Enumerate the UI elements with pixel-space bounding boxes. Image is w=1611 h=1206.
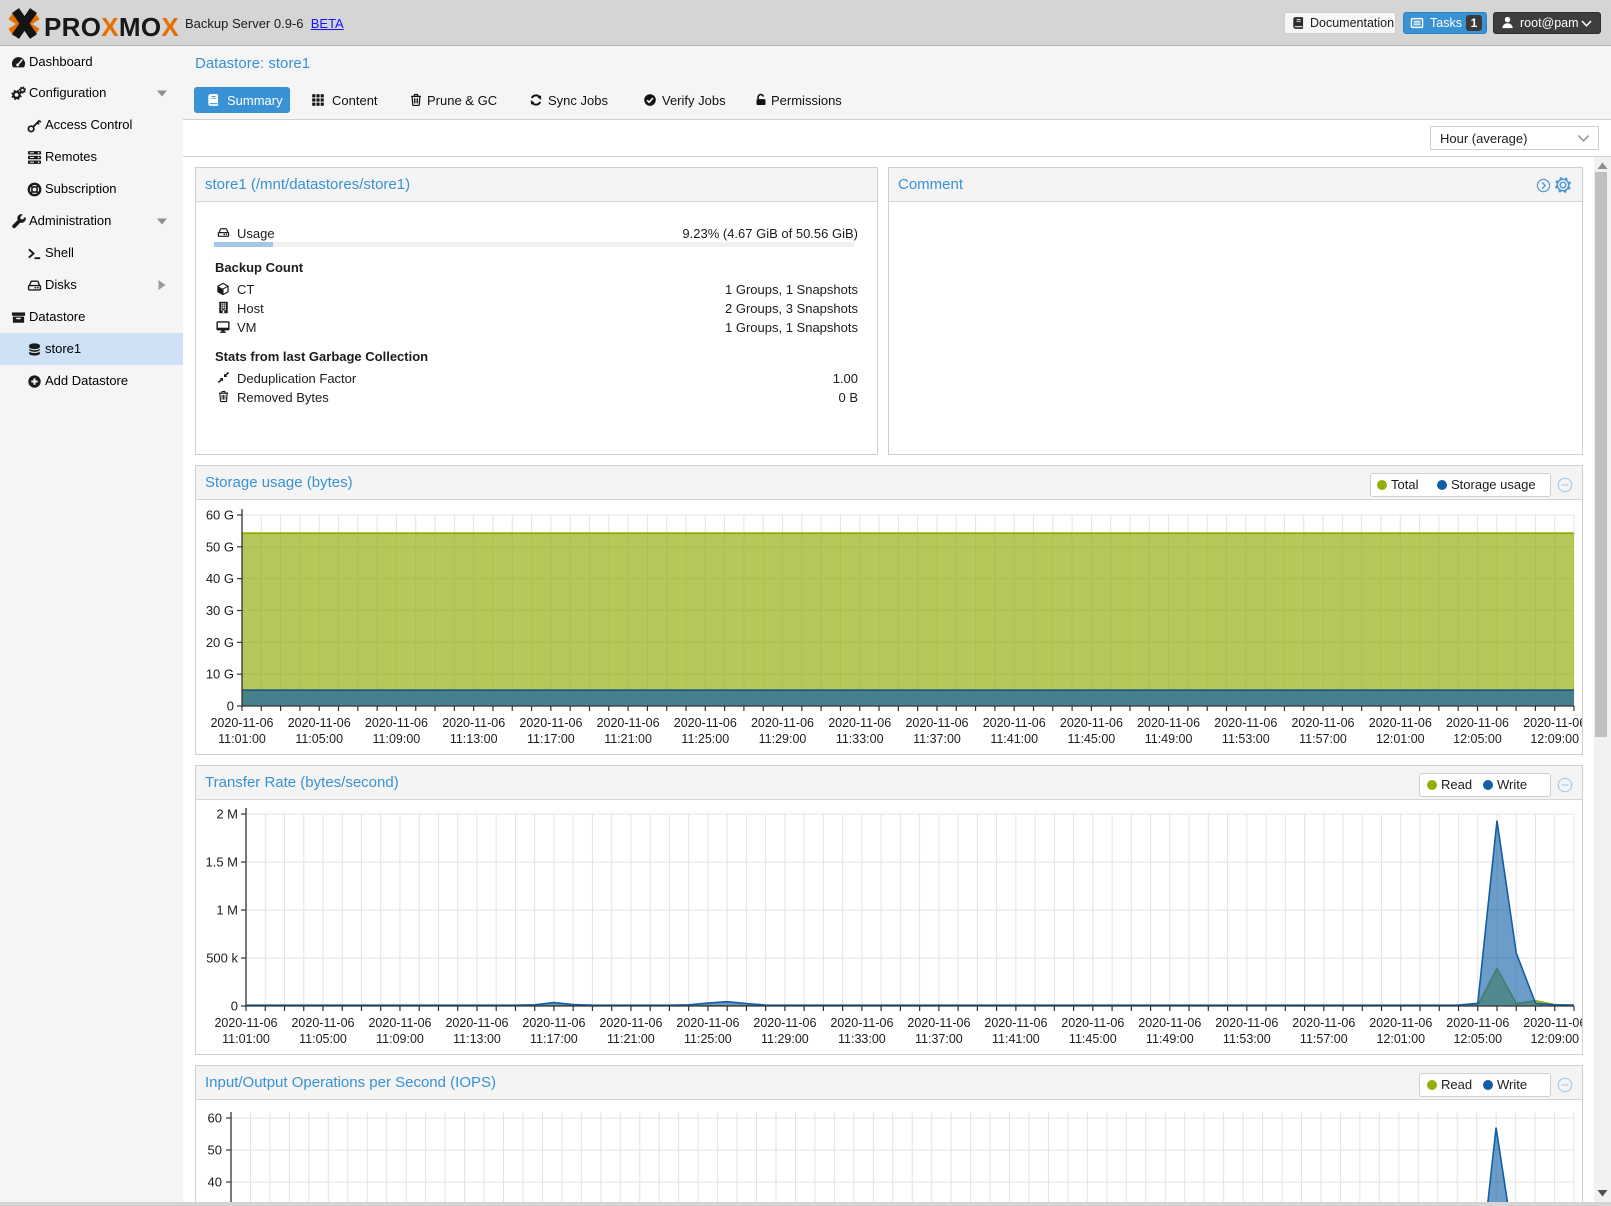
svg-text:2020-11-06: 2020-11-06 xyxy=(1523,716,1582,730)
svg-text:40 G: 40 G xyxy=(206,571,234,586)
svg-text:11:25:00: 11:25:00 xyxy=(681,732,729,746)
svg-text:2020-11-06: 2020-11-06 xyxy=(519,716,582,730)
svg-text:2020-11-06: 2020-11-06 xyxy=(599,1016,662,1030)
svg-text:2020-11-06: 2020-11-06 xyxy=(905,716,968,730)
svg-text:0: 0 xyxy=(231,999,238,1014)
svg-text:2020-11-06: 2020-11-06 xyxy=(291,1016,354,1030)
svg-text:50: 50 xyxy=(208,1143,222,1158)
svg-text:11:53:00: 11:53:00 xyxy=(1223,1032,1271,1046)
svg-text:2020-11-06: 2020-11-06 xyxy=(1291,716,1354,730)
svg-text:2020-11-06: 2020-11-06 xyxy=(1446,716,1509,730)
svg-text:2020-11-06: 2020-11-06 xyxy=(445,1016,508,1030)
svg-text:2020-11-06: 2020-11-06 xyxy=(210,716,273,730)
svg-text:11:17:00: 11:17:00 xyxy=(530,1032,578,1046)
svg-text:2 M: 2 M xyxy=(216,807,238,822)
svg-text:2020-11-06: 2020-11-06 xyxy=(1214,716,1277,730)
svg-text:12:09:00: 12:09:00 xyxy=(1530,732,1579,746)
svg-text:11:21:00: 11:21:00 xyxy=(607,1032,655,1046)
svg-text:2020-11-06: 2020-11-06 xyxy=(1369,1016,1432,1030)
svg-text:0: 0 xyxy=(227,699,234,714)
svg-text:11:57:00: 11:57:00 xyxy=(1300,1032,1348,1046)
svg-text:500 k: 500 k xyxy=(206,951,238,966)
svg-text:2020-11-06: 2020-11-06 xyxy=(368,1016,431,1030)
svg-text:12:05:00: 12:05:00 xyxy=(1453,732,1502,746)
svg-text:11:33:00: 11:33:00 xyxy=(838,1032,886,1046)
svg-text:11:05:00: 11:05:00 xyxy=(299,1032,347,1046)
svg-text:2020-11-06: 2020-11-06 xyxy=(676,1016,739,1030)
svg-text:11:37:00: 11:37:00 xyxy=(913,732,961,746)
svg-text:2020-11-06: 2020-11-06 xyxy=(674,716,737,730)
svg-text:11:21:00: 11:21:00 xyxy=(604,732,652,746)
svg-text:1.5 M: 1.5 M xyxy=(205,855,238,870)
svg-text:2020-11-06: 2020-11-06 xyxy=(828,716,891,730)
svg-text:30 G: 30 G xyxy=(206,603,234,618)
svg-text:11:13:00: 11:13:00 xyxy=(453,1032,501,1046)
svg-text:2020-11-06: 2020-11-06 xyxy=(1523,1016,1582,1030)
svg-text:2020-11-06: 2020-11-06 xyxy=(983,716,1046,730)
svg-text:2020-11-06: 2020-11-06 xyxy=(288,716,351,730)
svg-text:11:49:00: 11:49:00 xyxy=(1146,1032,1194,1046)
svg-text:11:37:00: 11:37:00 xyxy=(915,1032,963,1046)
svg-text:11:09:00: 11:09:00 xyxy=(373,732,421,746)
svg-text:2020-11-06: 2020-11-06 xyxy=(442,716,505,730)
svg-text:11:13:00: 11:13:00 xyxy=(450,732,498,746)
svg-text:2020-11-06: 2020-11-06 xyxy=(830,1016,893,1030)
svg-text:20 G: 20 G xyxy=(206,635,234,650)
svg-text:2020-11-06: 2020-11-06 xyxy=(907,1016,970,1030)
svg-text:2020-11-06: 2020-11-06 xyxy=(751,716,814,730)
svg-text:1 M: 1 M xyxy=(216,903,238,918)
svg-text:11:33:00: 11:33:00 xyxy=(836,732,884,746)
svg-text:12:05:00: 12:05:00 xyxy=(1453,1032,1502,1046)
svg-text:2020-11-06: 2020-11-06 xyxy=(365,716,428,730)
svg-text:40: 40 xyxy=(208,1175,222,1190)
svg-text:11:49:00: 11:49:00 xyxy=(1145,732,1193,746)
svg-text:11:09:00: 11:09:00 xyxy=(376,1032,424,1046)
svg-text:2020-11-06: 2020-11-06 xyxy=(1138,1016,1201,1030)
svg-text:11:29:00: 11:29:00 xyxy=(759,732,807,746)
svg-text:11:45:00: 11:45:00 xyxy=(1069,1032,1117,1046)
svg-text:11:45:00: 11:45:00 xyxy=(1068,732,1116,746)
svg-text:2020-11-06: 2020-11-06 xyxy=(522,1016,585,1030)
svg-text:11:29:00: 11:29:00 xyxy=(761,1032,809,1046)
svg-text:11:01:00: 11:01:00 xyxy=(222,1032,270,1046)
svg-text:11:53:00: 11:53:00 xyxy=(1222,732,1270,746)
svg-text:50 G: 50 G xyxy=(206,539,234,554)
svg-text:11:25:00: 11:25:00 xyxy=(684,1032,732,1046)
svg-text:11:41:00: 11:41:00 xyxy=(990,732,1038,746)
svg-text:2020-11-06: 2020-11-06 xyxy=(1292,1016,1355,1030)
svg-text:2020-11-06: 2020-11-06 xyxy=(214,1016,277,1030)
svg-text:60 G: 60 G xyxy=(206,508,234,523)
svg-text:11:17:00: 11:17:00 xyxy=(527,732,575,746)
svg-text:10 G: 10 G xyxy=(206,667,234,682)
svg-text:2020-11-06: 2020-11-06 xyxy=(1060,716,1123,730)
svg-text:60: 60 xyxy=(208,1111,222,1126)
svg-text:2020-11-06: 2020-11-06 xyxy=(597,716,660,730)
svg-text:2020-11-06: 2020-11-06 xyxy=(1369,716,1432,730)
svg-text:11:41:00: 11:41:00 xyxy=(992,1032,1040,1046)
svg-text:12:01:00: 12:01:00 xyxy=(1376,732,1425,746)
svg-text:12:09:00: 12:09:00 xyxy=(1530,1032,1579,1046)
svg-text:2020-11-06: 2020-11-06 xyxy=(1137,716,1200,730)
svg-text:2020-11-06: 2020-11-06 xyxy=(1446,1016,1509,1030)
svg-text:11:57:00: 11:57:00 xyxy=(1299,732,1347,746)
svg-text:11:05:00: 11:05:00 xyxy=(295,732,343,746)
svg-text:2020-11-06: 2020-11-06 xyxy=(984,1016,1047,1030)
svg-text:2020-11-06: 2020-11-06 xyxy=(1061,1016,1124,1030)
svg-text:2020-11-06: 2020-11-06 xyxy=(753,1016,816,1030)
svg-text:11:01:00: 11:01:00 xyxy=(218,732,266,746)
svg-text:12:01:00: 12:01:00 xyxy=(1376,1032,1425,1046)
svg-text:2020-11-06: 2020-11-06 xyxy=(1215,1016,1278,1030)
